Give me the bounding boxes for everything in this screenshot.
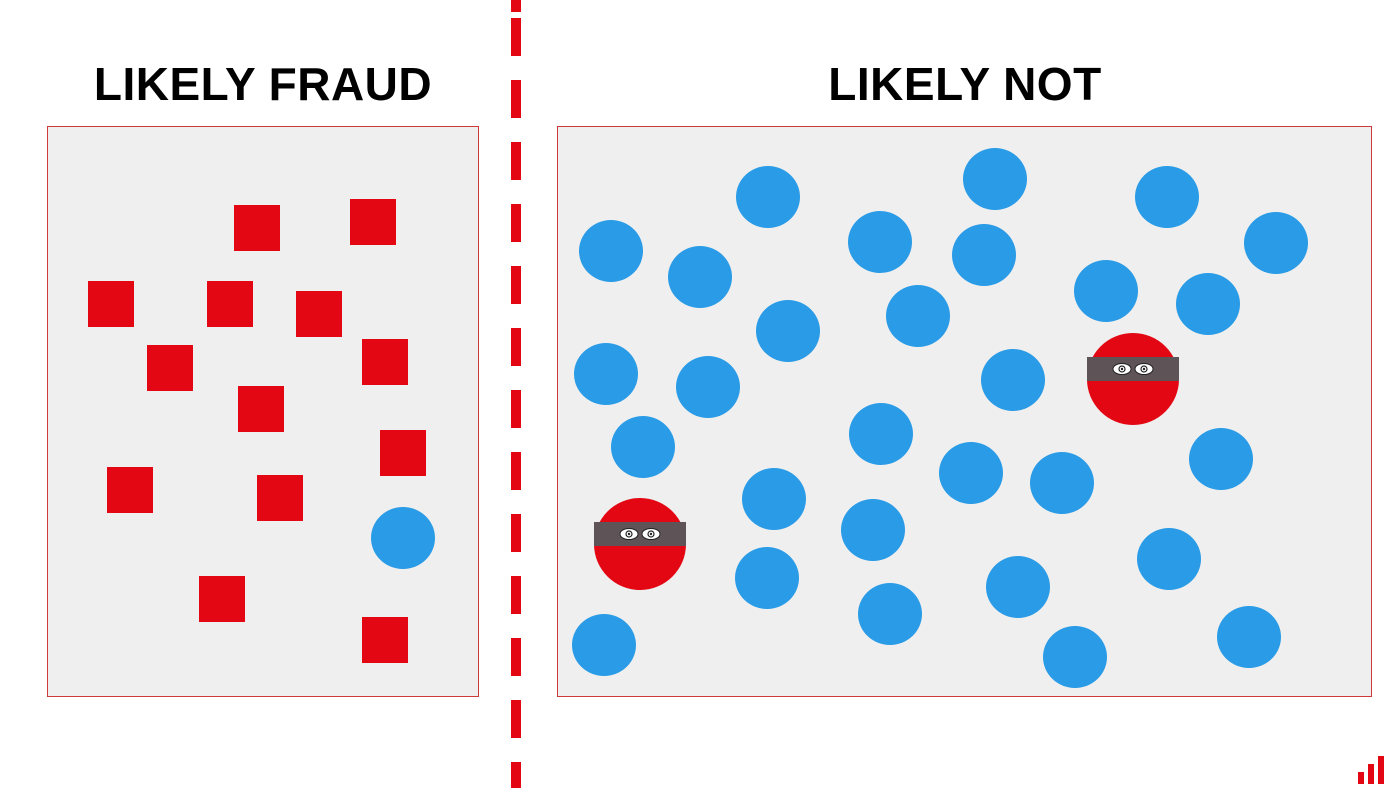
blue-circle-icon xyxy=(848,211,912,273)
eye-icon xyxy=(1112,363,1132,375)
likely-fraud-title: LIKELY FRAUD xyxy=(93,58,433,110)
red-square-icon xyxy=(238,386,284,432)
blue-circle-icon xyxy=(963,148,1027,210)
blue-circle-icon xyxy=(1244,212,1308,274)
red-square-icon xyxy=(207,281,253,327)
eye-icon xyxy=(619,528,639,540)
blue-circle-icon xyxy=(1030,452,1094,514)
likely-not-title: LIKELY NOT xyxy=(828,58,1102,110)
blue-circle-icon xyxy=(736,166,800,228)
blue-circle-icon xyxy=(986,556,1050,618)
red-square-icon xyxy=(199,576,245,622)
bar-chart-logo-icon xyxy=(1358,754,1388,784)
blue-circle-icon xyxy=(1074,260,1138,322)
blue-circle-icon xyxy=(981,349,1045,411)
blue-circle-icon xyxy=(742,468,806,530)
blue-circle-icon xyxy=(849,403,913,465)
blue-circle-icon xyxy=(572,614,636,676)
blue-circle-icon xyxy=(952,224,1016,286)
blue-circle-icon xyxy=(574,343,638,405)
blue-circle-icon xyxy=(676,356,740,418)
blue-circle-icon xyxy=(756,300,820,362)
blue-circle-icon xyxy=(371,507,435,569)
eye-icon xyxy=(1134,363,1154,375)
blue-circle-icon xyxy=(579,220,643,282)
red-square-icon xyxy=(257,475,303,521)
masked-red-circle-icon xyxy=(594,498,686,590)
blue-circle-icon xyxy=(1135,166,1199,228)
red-square-icon xyxy=(234,205,280,251)
eye-icon xyxy=(641,528,661,540)
blue-circle-icon xyxy=(1043,626,1107,688)
blue-circle-icon xyxy=(611,416,675,478)
blue-circle-icon xyxy=(1176,273,1240,335)
blue-circle-icon xyxy=(858,583,922,645)
red-square-icon xyxy=(362,617,408,663)
red-square-icon xyxy=(107,467,153,513)
blue-circle-icon xyxy=(841,499,905,561)
red-square-icon xyxy=(88,281,134,327)
masked-red-circle-icon xyxy=(1087,333,1179,425)
blue-circle-icon xyxy=(886,285,950,347)
blue-circle-icon xyxy=(1189,428,1253,490)
red-square-icon xyxy=(296,291,342,337)
blue-circle-icon xyxy=(735,547,799,609)
dashed-divider xyxy=(511,0,521,788)
blue-circle-icon xyxy=(668,246,732,308)
blue-circle-icon xyxy=(939,442,1003,504)
red-square-icon xyxy=(147,345,193,391)
blue-circle-icon xyxy=(1137,528,1201,590)
blue-circle-icon xyxy=(1217,606,1281,668)
red-square-icon xyxy=(362,339,408,385)
red-square-icon xyxy=(380,430,426,476)
red-square-icon xyxy=(350,199,396,245)
